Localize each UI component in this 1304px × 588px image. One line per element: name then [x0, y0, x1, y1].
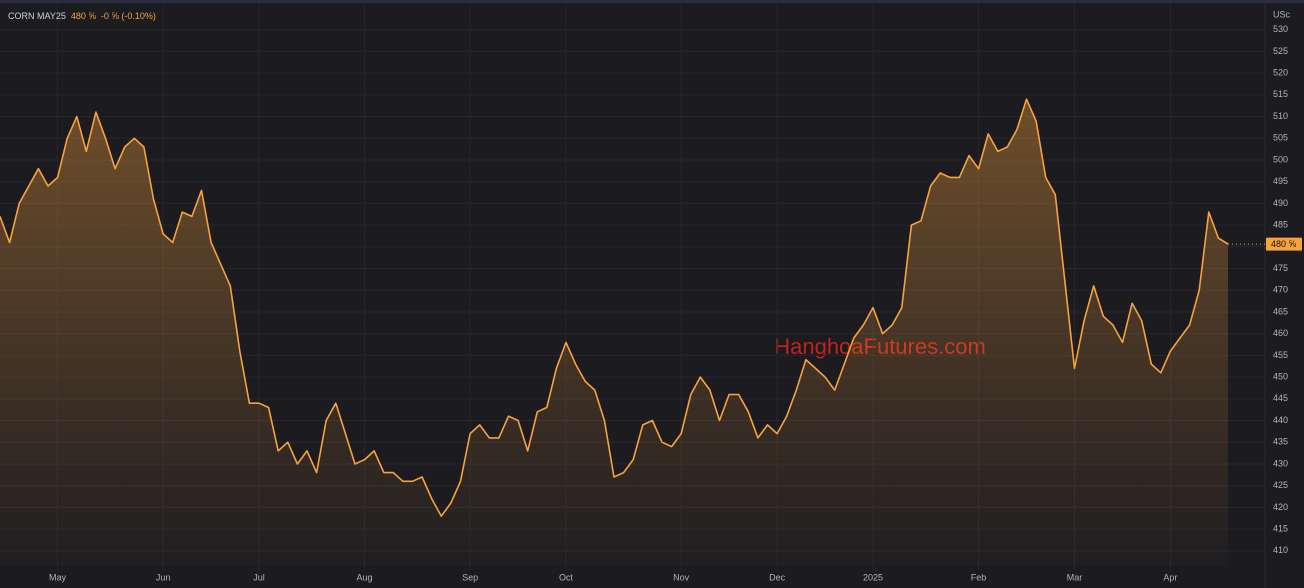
- price-tag: [1266, 237, 1302, 251]
- y-tick-label: 485: [1273, 219, 1288, 229]
- symbol: CORN MAY25: [8, 11, 66, 21]
- x-tick-label: May: [49, 572, 67, 582]
- x-tick-label: Oct: [559, 572, 574, 582]
- x-tick-label: Sep: [462, 572, 478, 582]
- y-tick-label: 410: [1273, 545, 1288, 555]
- x-tick-label: Mar: [1067, 572, 1083, 582]
- unit-label: USc: [1273, 9, 1291, 19]
- x-tick-label: Nov: [673, 572, 690, 582]
- y-tick-label: 450: [1273, 371, 1288, 381]
- y-tick-label: 530: [1273, 24, 1288, 34]
- y-tick-label: 510: [1273, 111, 1288, 121]
- y-tick-label: 475: [1273, 263, 1288, 273]
- line: [0, 98, 1229, 517]
- top-border: [0, 0, 1304, 3]
- y-tick-label: 435: [1273, 437, 1288, 447]
- y-tick-label: 525: [1273, 46, 1288, 56]
- x-tick-label: Jun: [156, 572, 171, 582]
- y-tick-label: 430: [1273, 458, 1288, 468]
- y-tick-label: 445: [1273, 393, 1288, 403]
- y-tick-label: 495: [1273, 176, 1288, 186]
- x-tick-label: 2025: [863, 572, 883, 582]
- y-tick-label: 505: [1273, 133, 1288, 143]
- y-tick-label: 440: [1273, 415, 1288, 425]
- y-tick-label: 465: [1273, 306, 1288, 316]
- y-tick-label: 425: [1273, 480, 1288, 490]
- x-tick-label: Aug: [357, 572, 373, 582]
- y-tick-label: 455: [1273, 350, 1288, 360]
- y-tick-label: 470: [1273, 285, 1288, 295]
- x-tick-label: Feb: [971, 572, 987, 582]
- y-tick-label: 520: [1273, 68, 1288, 78]
- last-price: 480 ⅝: [70, 11, 96, 21]
- y-tick-label: 460: [1273, 328, 1288, 338]
- change: -0 ⅝ (-0.10%): [100, 11, 156, 21]
- area: [0, 99, 1228, 566]
- x-tick-label: Dec: [769, 572, 786, 582]
- y-tick-label: 415: [1273, 523, 1288, 533]
- header: CORN MAY25 480 ⅝ -0 ⅝ (-0.10%): [8, 11, 156, 21]
- y-tick-label: 490: [1273, 198, 1288, 208]
- y-tick-label: 515: [1273, 89, 1288, 99]
- price-tag-label: 480 ⅝: [1271, 239, 1297, 249]
- x-tick-label: Jul: [253, 572, 265, 582]
- x-tick-label: Apr: [1163, 572, 1177, 582]
- y-tick-label: 500: [1273, 154, 1288, 164]
- y-tick-label: 420: [1273, 502, 1288, 512]
